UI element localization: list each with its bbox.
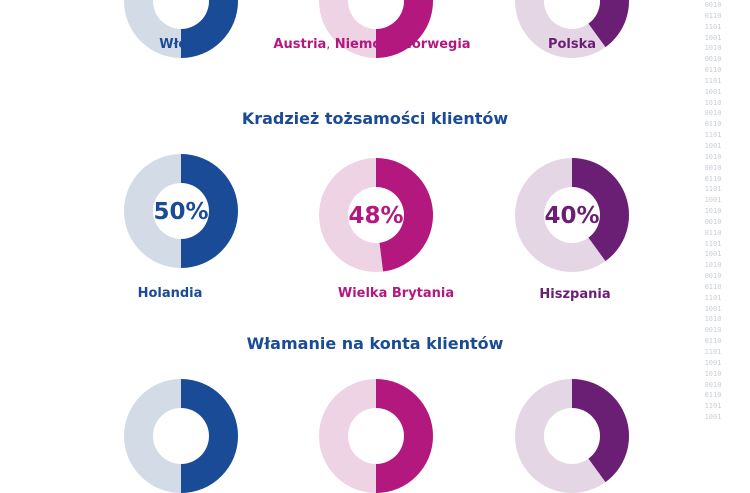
donut-wielka-brytania: 48% bbox=[319, 158, 433, 272]
binary-code-line: 1101 bbox=[704, 185, 722, 194]
country-label-polska: Polska bbox=[547, 37, 597, 52]
binary-code-line: 1001 bbox=[704, 413, 722, 420]
binary-code-line: 0010 bbox=[704, 55, 722, 64]
binary-code-line: 0010 bbox=[704, 1, 722, 9]
donut-hole bbox=[544, 187, 600, 243]
binary-code-line: 1101 bbox=[704, 402, 722, 411]
country-label-wlochy: Włochy bbox=[159, 37, 213, 52]
binary-code-line: 1010 bbox=[704, 152, 722, 161]
donut-holandia: 50% bbox=[124, 154, 238, 268]
binary-code-line: 0010 bbox=[704, 163, 722, 172]
binary-code-line: 0110 bbox=[704, 391, 722, 400]
binary-code-line: 1010 bbox=[704, 261, 722, 270]
donut-hole bbox=[544, 0, 600, 29]
country-label-austria-niemcy-norwegia: Austria, Niemcy i Norwegia bbox=[252, 37, 492, 52]
donut-hiszpania: 40% bbox=[515, 158, 629, 272]
binary-code-line: 0110 bbox=[704, 120, 722, 129]
binary-code-line: 0010 bbox=[704, 380, 722, 389]
country-label-wielka-brytania: Wielka Brytania bbox=[337, 286, 455, 301]
donut-chart bbox=[515, 379, 629, 493]
donut-value-arc bbox=[376, 158, 433, 272]
binary-code-line: 1001 bbox=[704, 33, 722, 42]
binary-code-line: 1010 bbox=[704, 98, 722, 107]
donut-austria-niemcy-norwegia bbox=[319, 0, 433, 58]
binary-code-line: 0010 bbox=[704, 109, 722, 118]
binary-code-line: 0110 bbox=[704, 228, 722, 237]
binary-code-line: 1001 bbox=[704, 358, 722, 367]
binary-code-line: 0010 bbox=[704, 272, 722, 281]
donut-hole bbox=[153, 408, 209, 464]
binary-code-line: 1101 bbox=[704, 22, 722, 31]
binary-code-line: 1001 bbox=[704, 250, 722, 259]
donut-value-arc bbox=[181, 154, 238, 268]
binary-code-line: 1010 bbox=[704, 369, 722, 378]
donut-hole bbox=[348, 0, 404, 29]
donut-chart: 40% bbox=[515, 158, 629, 272]
donut-chart bbox=[319, 0, 433, 58]
binary-code-line: 1101 bbox=[704, 293, 722, 302]
separator-comma: , bbox=[326, 37, 331, 51]
country-niemcy: Niemcy bbox=[330, 37, 394, 52]
donut-chart: 50% bbox=[124, 154, 238, 268]
donut-hole bbox=[153, 183, 209, 239]
donut-hole bbox=[348, 187, 404, 243]
binary-code-line: 1010 bbox=[704, 207, 722, 216]
binary-code-line: 0110 bbox=[704, 282, 722, 291]
binary-code-line: 1001 bbox=[704, 196, 722, 205]
binary-code-line: 0010 bbox=[704, 326, 722, 335]
binary-code-line: 1010 bbox=[704, 315, 722, 324]
donut-hole bbox=[348, 408, 404, 464]
binary-code-line: 0010 bbox=[704, 217, 722, 226]
binary-code-line: 1001 bbox=[704, 141, 722, 150]
country-label-holandia: Holandia bbox=[137, 286, 203, 301]
country-austria: Austria bbox=[273, 37, 327, 52]
donut-wlochy bbox=[124, 0, 238, 58]
binary-code-line: 0110 bbox=[704, 66, 722, 75]
donut-breach-3 bbox=[515, 379, 629, 493]
donut-hole bbox=[544, 408, 600, 464]
donut-chart bbox=[319, 379, 433, 493]
binary-code-line: 1010 bbox=[704, 44, 722, 53]
separator-i: i bbox=[393, 37, 397, 51]
country-norwegia: Norwegia bbox=[396, 37, 471, 52]
donut-breach-2 bbox=[319, 379, 433, 493]
donut-value-arc bbox=[572, 158, 629, 262]
binary-code-line: 1101 bbox=[704, 239, 722, 248]
heading-identity-theft: Kradzież tożsamości klientów bbox=[241, 109, 509, 128]
binary-code-line: 0110 bbox=[704, 337, 722, 346]
donut-breach-1 bbox=[124, 379, 238, 493]
binary-code-line: 1101 bbox=[704, 348, 722, 356]
binary-code-line: 0110 bbox=[704, 174, 722, 183]
donut-chart: 48% bbox=[319, 158, 433, 272]
donut-chart bbox=[124, 0, 238, 58]
donut-percent-label: 50% bbox=[153, 199, 208, 225]
country-label-hiszpania: Hiszpania bbox=[539, 287, 611, 302]
donut-percent-label: 40% bbox=[544, 203, 599, 229]
donut-percent-label: 48% bbox=[348, 203, 403, 229]
binary-code-line: 1101 bbox=[704, 131, 722, 140]
donut-polska bbox=[515, 0, 629, 58]
binary-code-line: 1001 bbox=[704, 304, 722, 313]
heading-account-breach: Włamanie na konta klientów bbox=[246, 334, 504, 353]
donut-chart bbox=[515, 0, 629, 58]
binary-code-line: 1101 bbox=[704, 76, 722, 85]
donut-chart bbox=[124, 379, 238, 493]
binary-code-line: 1001 bbox=[704, 87, 722, 96]
donut-hole bbox=[153, 0, 209, 29]
binary-code-line: 0110 bbox=[704, 11, 722, 20]
